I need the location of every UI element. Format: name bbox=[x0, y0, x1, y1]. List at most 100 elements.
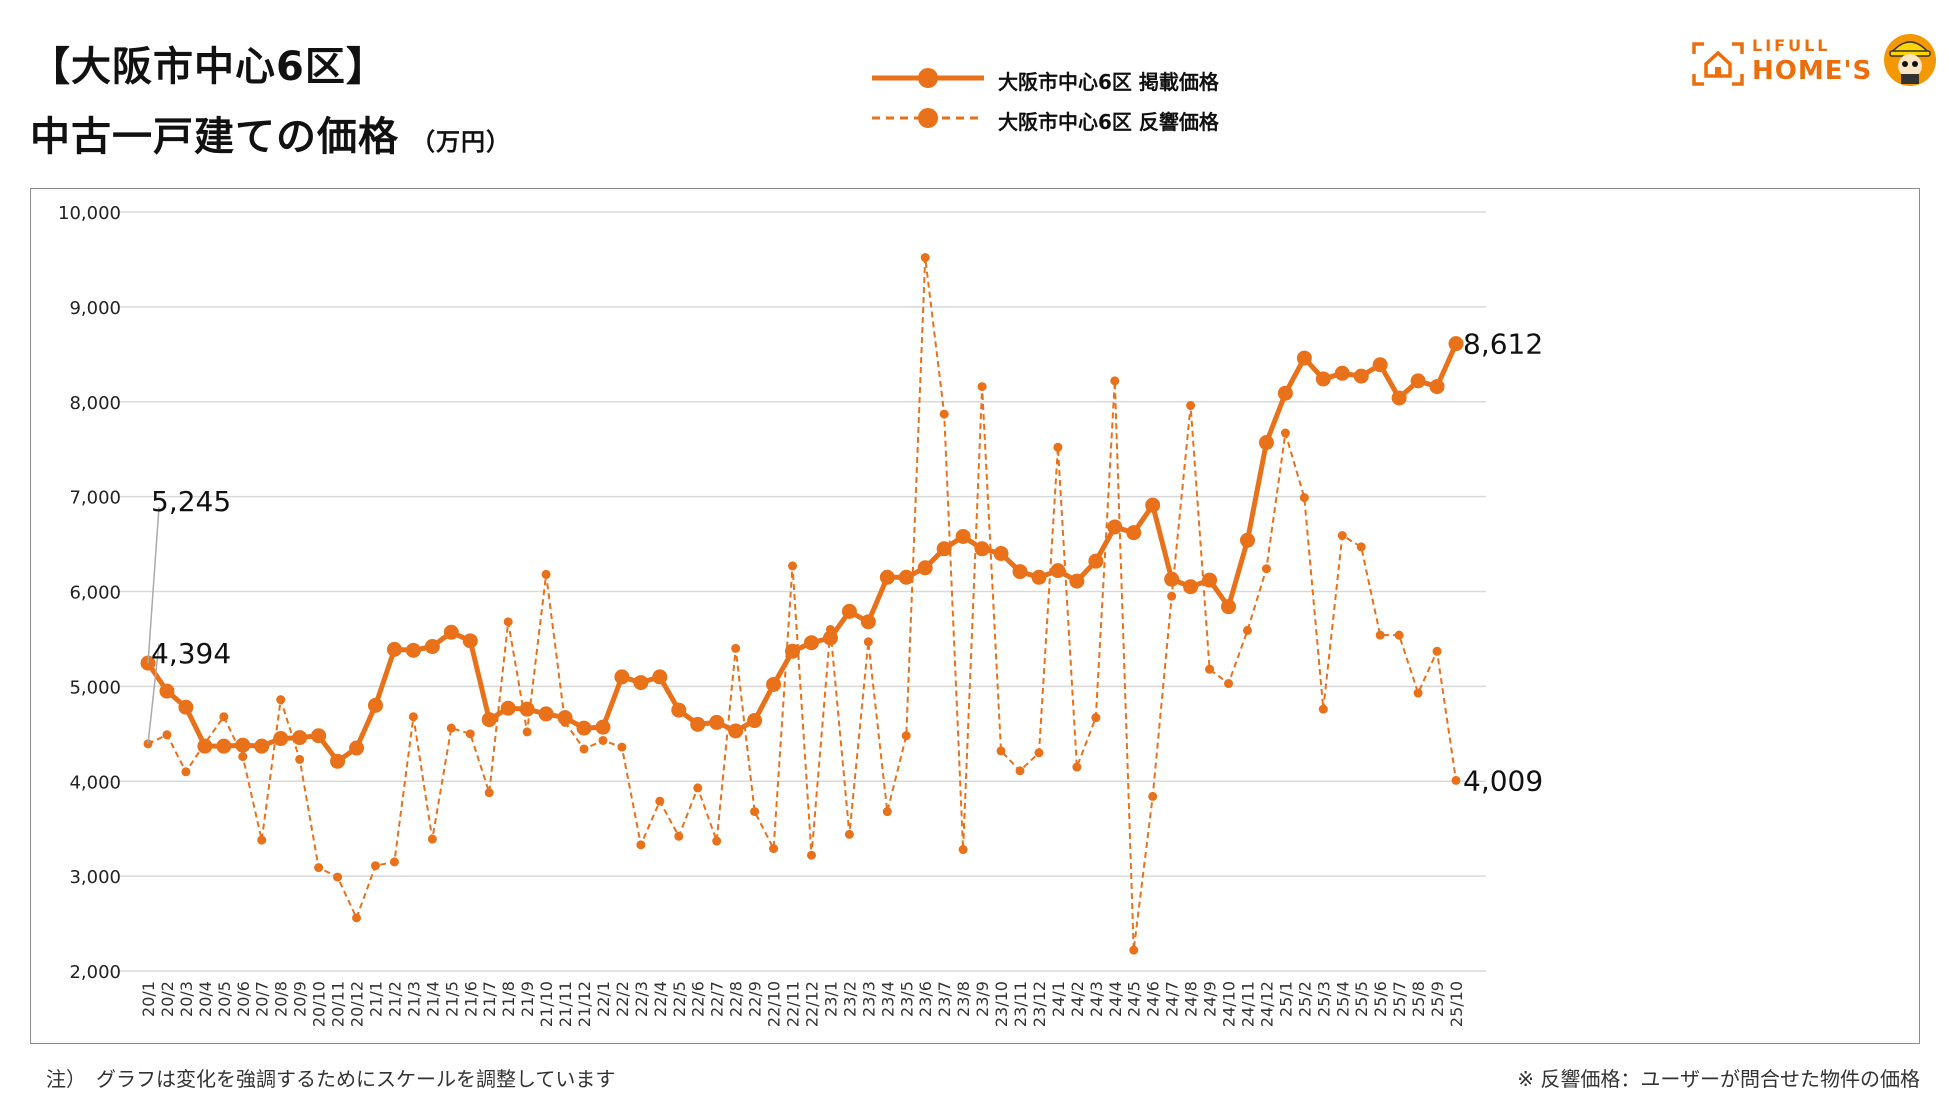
x-tick-label: 21/11 bbox=[556, 981, 575, 1027]
x-tick-label: 23/5 bbox=[897, 981, 916, 1017]
listing-price-point bbox=[879, 569, 895, 585]
listing-price-point bbox=[1145, 497, 1161, 513]
response-price-point bbox=[1337, 531, 1347, 541]
x-tick-label: 22/12 bbox=[802, 981, 821, 1027]
listing-price-point bbox=[1296, 350, 1312, 366]
listing-price-point bbox=[1372, 357, 1388, 373]
legend-label-response: 大阪市中心6区 反響価格 bbox=[998, 110, 1219, 134]
response-price-point bbox=[1375, 630, 1385, 640]
x-tick-label: 21/5 bbox=[442, 981, 461, 1017]
response-price-point bbox=[693, 783, 703, 793]
title-line-1: 【大阪市中心6区】 bbox=[30, 44, 387, 90]
x-tick-label: 22/5 bbox=[670, 981, 689, 1017]
listing-price-point bbox=[159, 683, 175, 699]
response-price-point bbox=[408, 712, 418, 722]
y-axis-ticks: 2,000 3,000 4,000 5,000 6,000 7,000 8,000 9,000… bbox=[58, 203, 121, 983]
response-price-point bbox=[712, 836, 722, 846]
response-price-point bbox=[352, 913, 362, 923]
response-price-point bbox=[750, 807, 760, 817]
listing-price-point bbox=[766, 676, 782, 692]
response-price-point bbox=[1413, 688, 1423, 698]
x-tick-label: 25/1 bbox=[1276, 981, 1295, 1017]
y-tick-label: 7,000 bbox=[69, 488, 121, 509]
response-price-point bbox=[1034, 748, 1044, 758]
response-price-point bbox=[1015, 766, 1025, 776]
listing-price-point bbox=[614, 669, 630, 685]
footnote-scale: 注） グラフは変化を強調するためにスケールを調整しています bbox=[46, 1067, 616, 1091]
x-tick-label: 25/5 bbox=[1352, 981, 1371, 1017]
listing-price-point bbox=[1126, 525, 1142, 541]
x-tick-label: 20/3 bbox=[177, 981, 196, 1017]
mascot-icon bbox=[1884, 34, 1936, 86]
response-price-point bbox=[427, 834, 437, 844]
response-price-point bbox=[1148, 791, 1158, 801]
x-tick-label: 24/8 bbox=[1182, 981, 1201, 1017]
listing-price-point bbox=[576, 720, 592, 736]
response-price-point bbox=[238, 752, 248, 762]
response-price-point bbox=[484, 788, 494, 798]
x-tick-label: 21/9 bbox=[518, 981, 537, 1017]
listing-price-point bbox=[1277, 385, 1293, 401]
response-price-point bbox=[370, 861, 380, 871]
x-tick-label: 21/3 bbox=[404, 981, 423, 1017]
listing-price-point bbox=[633, 675, 649, 691]
x-tick-label: 25/3 bbox=[1314, 981, 1333, 1017]
listing-price-point bbox=[1164, 571, 1180, 587]
listing-price-point bbox=[1031, 569, 1047, 585]
x-tick-label: 22/6 bbox=[689, 981, 708, 1017]
y-tick-label: 3,000 bbox=[69, 867, 121, 888]
listing-price-point bbox=[1258, 435, 1274, 451]
response-price-point bbox=[1242, 625, 1252, 635]
listing-price-point bbox=[500, 700, 516, 716]
listing-price-point bbox=[1107, 519, 1123, 535]
response-price-point bbox=[465, 729, 475, 739]
listing-price-point bbox=[1183, 579, 1199, 595]
response-price-point bbox=[314, 863, 324, 873]
listing-price-point bbox=[860, 614, 876, 630]
x-tick-label: 25/6 bbox=[1371, 981, 1390, 1017]
x-tick-label: 23/8 bbox=[954, 981, 973, 1017]
response-price-point bbox=[1318, 704, 1328, 714]
x-tick-label: 23/12 bbox=[1030, 981, 1049, 1027]
response-price-point bbox=[295, 754, 305, 764]
x-tick-label: 20/12 bbox=[348, 981, 367, 1027]
response-price-point bbox=[674, 831, 684, 841]
listing-price-point bbox=[1410, 373, 1426, 389]
listing-price-point bbox=[330, 753, 346, 769]
response-price-point bbox=[541, 569, 551, 579]
listing-price-point bbox=[462, 633, 478, 649]
house-icon bbox=[1692, 42, 1744, 86]
x-tick-label: 22/9 bbox=[746, 981, 765, 1017]
listing-price-point bbox=[955, 528, 971, 544]
response-price-point bbox=[446, 723, 456, 733]
response-price-point bbox=[389, 857, 399, 867]
listing-price-point bbox=[1353, 368, 1369, 384]
response-price-point bbox=[219, 712, 229, 722]
response-price-point bbox=[958, 845, 968, 855]
x-tick-label: 24/6 bbox=[1144, 981, 1163, 1017]
logo-top-text: LIFULL bbox=[1752, 36, 1831, 55]
listing-price-point bbox=[785, 643, 801, 659]
response-price-point bbox=[1205, 664, 1215, 674]
line-chart: 2,000 3,000 4,000 5,000 6,000 7,000 8,000 9,000… bbox=[58, 203, 1543, 1027]
response-price-point bbox=[1356, 542, 1366, 552]
response-price-point bbox=[333, 872, 343, 882]
x-tick-label: 20/7 bbox=[253, 981, 272, 1017]
gridlines bbox=[118, 211, 1486, 972]
listing-price-point bbox=[254, 738, 270, 754]
response-price-point bbox=[162, 730, 172, 740]
x-tick-label: 22/3 bbox=[632, 981, 651, 1017]
y-tick-label: 9,000 bbox=[69, 298, 121, 319]
response-price-point bbox=[1451, 775, 1461, 785]
response-price-point bbox=[503, 617, 513, 627]
listing-price-point bbox=[803, 635, 819, 651]
response-price-point bbox=[579, 744, 589, 754]
listing-price-point bbox=[1448, 336, 1464, 352]
chart-frame: 2,000 3,000 4,000 5,000 6,000 7,000 8,000 9,000… bbox=[30, 188, 1920, 1044]
x-tick-label: 22/11 bbox=[784, 981, 803, 1027]
x-tick-label: 25/4 bbox=[1333, 981, 1352, 1017]
listing-price-point bbox=[557, 710, 573, 726]
x-tick-label: 21/8 bbox=[499, 981, 518, 1017]
response-price-point bbox=[1432, 646, 1442, 656]
listing-price-point bbox=[1429, 379, 1445, 395]
